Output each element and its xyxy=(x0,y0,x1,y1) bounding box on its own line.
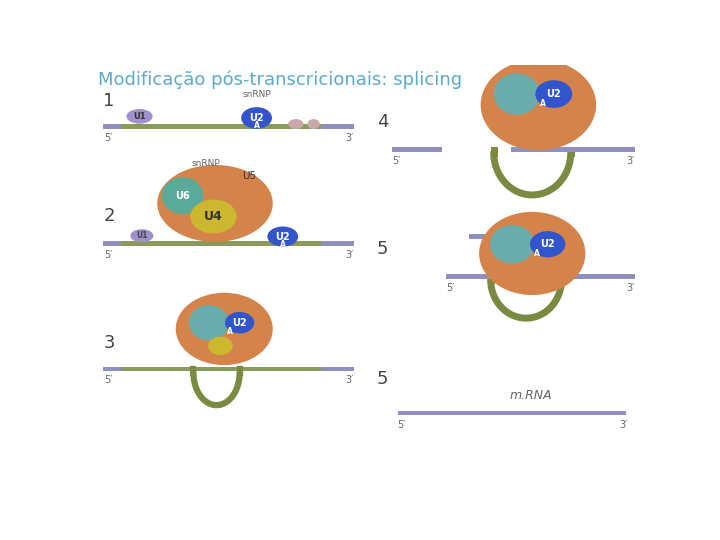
Text: 5′: 5′ xyxy=(104,132,112,143)
Text: Modificação pós-transcricionais: splicing: Modificação pós-transcricionais: splicin… xyxy=(98,70,462,89)
Ellipse shape xyxy=(176,293,273,365)
Text: 1: 1 xyxy=(104,92,114,110)
Text: 5′: 5′ xyxy=(392,156,400,166)
Text: A: A xyxy=(540,99,546,108)
Text: 3′: 3′ xyxy=(619,420,628,430)
Ellipse shape xyxy=(267,226,298,247)
Text: 5′: 5′ xyxy=(446,283,454,293)
Ellipse shape xyxy=(530,231,565,257)
Bar xyxy=(104,124,354,129)
Bar xyxy=(121,124,321,129)
Text: 3′: 3′ xyxy=(626,156,634,166)
Ellipse shape xyxy=(225,312,254,334)
Ellipse shape xyxy=(479,212,585,295)
Text: 3′: 3′ xyxy=(345,132,354,143)
Text: U1: U1 xyxy=(133,112,146,121)
Text: U2: U2 xyxy=(249,113,264,123)
Text: snRNP: snRNP xyxy=(192,159,220,168)
Ellipse shape xyxy=(130,229,153,242)
Text: U2: U2 xyxy=(233,318,247,328)
Text: A: A xyxy=(228,327,233,336)
Ellipse shape xyxy=(535,80,572,108)
Ellipse shape xyxy=(208,336,233,355)
Text: 2: 2 xyxy=(104,207,115,225)
Bar xyxy=(511,147,634,152)
Text: 5′: 5′ xyxy=(104,249,112,260)
Text: 3′: 3′ xyxy=(626,283,634,293)
Bar xyxy=(392,147,442,152)
Bar xyxy=(398,410,626,415)
Text: 3: 3 xyxy=(104,334,115,352)
Text: U2: U2 xyxy=(540,239,555,249)
Ellipse shape xyxy=(241,107,272,129)
Text: 5′: 5′ xyxy=(104,375,112,385)
Text: U2: U2 xyxy=(276,232,290,241)
Text: 5: 5 xyxy=(377,240,388,258)
Ellipse shape xyxy=(288,119,304,129)
Text: 3′: 3′ xyxy=(345,375,354,385)
Bar xyxy=(121,241,321,246)
Bar xyxy=(469,234,554,239)
Bar xyxy=(104,241,354,246)
Ellipse shape xyxy=(190,200,237,233)
Ellipse shape xyxy=(157,165,273,242)
Bar xyxy=(121,367,321,372)
Text: m.RNA: m.RNA xyxy=(509,389,552,402)
Text: 4: 4 xyxy=(377,113,388,131)
Text: snRNP: snRNP xyxy=(242,90,271,99)
Text: U1: U1 xyxy=(136,231,148,240)
Ellipse shape xyxy=(307,119,320,129)
Ellipse shape xyxy=(189,305,229,340)
Bar xyxy=(104,367,354,372)
Ellipse shape xyxy=(490,225,534,264)
Ellipse shape xyxy=(162,177,204,214)
Text: 3′: 3′ xyxy=(345,249,354,260)
Text: U4: U4 xyxy=(204,210,222,223)
Ellipse shape xyxy=(127,109,153,124)
Text: U2: U2 xyxy=(546,89,561,99)
Text: 5: 5 xyxy=(377,370,388,388)
Text: A: A xyxy=(253,121,259,130)
Text: U6: U6 xyxy=(176,191,190,201)
Text: 5′: 5′ xyxy=(397,420,405,430)
Ellipse shape xyxy=(494,73,540,115)
Bar xyxy=(446,274,634,279)
Ellipse shape xyxy=(481,59,596,150)
Text: A: A xyxy=(534,249,540,258)
Text: A: A xyxy=(280,240,286,249)
Text: U5: U5 xyxy=(242,171,256,181)
